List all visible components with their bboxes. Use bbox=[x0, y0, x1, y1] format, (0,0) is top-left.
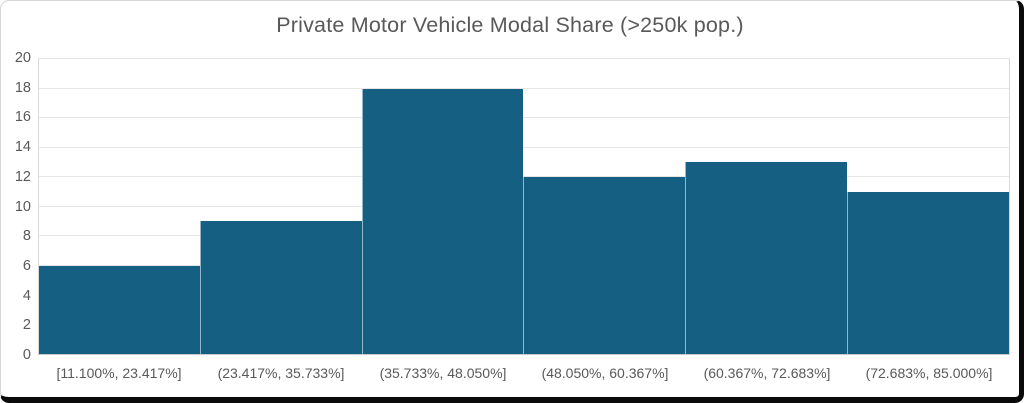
x-category-label-4: (48.050%, 60.367%] bbox=[541, 365, 669, 381]
y-tick-label-4: 4 bbox=[22, 287, 31, 304]
chart-title: Private Motor Vehicle Modal Share (>250k… bbox=[276, 13, 744, 37]
histogram-bar-5 bbox=[685, 162, 848, 354]
y-tick-label-20: 20 bbox=[14, 49, 31, 66]
gridline-y-14 bbox=[39, 146, 1009, 148]
x-category-label-2: (23.417%, 35.733%] bbox=[217, 365, 345, 381]
y-tick-label-14: 14 bbox=[14, 138, 31, 155]
x-axis-labels: [11.100%, 23.417%] (23.417%, 35.733%] (35.… bbox=[38, 364, 1010, 382]
y-tick-label-18: 18 bbox=[14, 79, 31, 96]
x-category-label-3: (35.733%, 48.050%] bbox=[379, 365, 507, 381]
x-category-label-5: (60.367%, 72.683%] bbox=[703, 365, 831, 381]
histogram-bar-2 bbox=[199, 221, 362, 354]
histogram-bar-1 bbox=[39, 265, 200, 354]
histogram-bar-4 bbox=[523, 177, 686, 354]
y-tick-label-16: 16 bbox=[14, 109, 31, 126]
y-tick-label-0: 0 bbox=[22, 346, 31, 363]
y-tick-label-6: 6 bbox=[22, 257, 31, 274]
x-category-label-1: [11.100%, 23.417%] bbox=[56, 365, 182, 381]
y-tick-label-2: 2 bbox=[22, 317, 31, 334]
y-axis-labels: 0 2 4 6 8 10 12 14 16 18 20 bbox=[1, 51, 31, 362]
gridline-y-18 bbox=[39, 87, 1009, 89]
histogram-bar-3 bbox=[361, 88, 524, 354]
x-category-label-6: (72.683%, 85.000%] bbox=[865, 365, 993, 381]
gridline-y-16 bbox=[39, 117, 1009, 118]
gridline-y-12 bbox=[39, 176, 1009, 177]
y-tick-label-12: 12 bbox=[14, 168, 31, 185]
y-tick-label-10: 10 bbox=[14, 198, 31, 215]
gridline-y-20 bbox=[39, 58, 1009, 59]
histogram-bar-6 bbox=[847, 191, 1009, 354]
y-tick-label-8: 8 bbox=[22, 227, 31, 244]
bars-container bbox=[39, 59, 1009, 354]
plot-area bbox=[38, 58, 1010, 355]
